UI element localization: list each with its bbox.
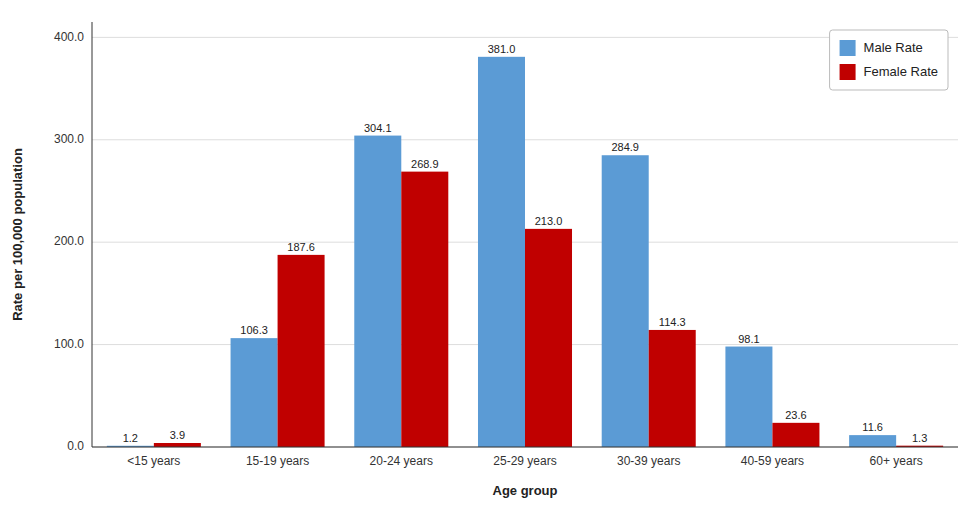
- x-tick-labels: <15 years 15-19 years 20-24 years 25-29 yea…: [127, 454, 922, 468]
- data-label: 11.6: [862, 421, 883, 433]
- x-tick-label: 20-24 years: [370, 454, 433, 468]
- x-tick-label: 40-59 years: [741, 454, 804, 468]
- legend: Male Rate Female Rate: [830, 30, 948, 90]
- x-tick-label: 60+ years: [870, 454, 923, 468]
- x-tick-label: 25-29 years: [493, 454, 556, 468]
- y-tick-label: 300.0: [54, 132, 84, 146]
- bar: [849, 435, 896, 447]
- y-tick-label: 0.0: [67, 439, 84, 453]
- grid: [92, 37, 958, 447]
- bar: [725, 347, 772, 447]
- data-label: 284.9: [611, 141, 639, 153]
- data-label: 98.1: [738, 333, 759, 345]
- y-tick-label: 100.0: [54, 337, 84, 351]
- legend-swatch: [840, 64, 856, 80]
- grid-line: [92, 447, 958, 448]
- data-labels: 1.2 106.3 304.1 381.0 284.9 98.1 11.6 3.9 187.6 2…: [123, 43, 928, 444]
- bars: [107, 57, 943, 447]
- y-tick-labels: 0.0 100.0 200.0 300.0 400.0: [54, 30, 84, 454]
- x-tick-label: <15 years: [127, 454, 180, 468]
- bar: [772, 423, 819, 447]
- bar: [649, 330, 696, 447]
- chart-svg: 0.0 100.0 200.0 300.0 400.0 1.2 106.3 304.1 381.…: [0, 0, 980, 509]
- data-label: 3.9: [170, 429, 185, 441]
- x-axis-line: [92, 447, 958, 448]
- data-label: 106.3: [240, 324, 268, 336]
- y-tick-label: 200.0: [54, 234, 84, 248]
- bar: [278, 255, 325, 447]
- data-label: 381.0: [488, 43, 516, 55]
- page: {"chart_data": {"type": "bar", "categori…: [0, 0, 980, 509]
- bar: [602, 155, 649, 447]
- legend-frame: [830, 30, 948, 90]
- x-tick-label: 30-39 years: [617, 454, 680, 468]
- x-axis-title: Age group: [493, 483, 558, 498]
- grid-line: [92, 37, 958, 38]
- data-label: 1.3: [912, 432, 927, 444]
- y-axis-title: Rate per 100,000 population: [10, 148, 25, 321]
- bar: [401, 172, 448, 447]
- data-label: 114.3: [659, 316, 686, 328]
- legend-label: Male Rate: [864, 40, 923, 55]
- bar: [354, 136, 401, 447]
- bar: [154, 443, 201, 447]
- data-label: 268.9: [411, 158, 439, 170]
- data-label: 23.6: [785, 409, 806, 421]
- legend-label: Female Rate: [864, 64, 938, 79]
- y-axis-line: [92, 22, 93, 447]
- y-tick-label: 400.0: [54, 30, 84, 44]
- bar: [478, 57, 525, 447]
- data-label: 213.0: [535, 215, 563, 227]
- data-label: 187.6: [287, 241, 315, 253]
- x-tick-label: 15-19 years: [246, 454, 309, 468]
- bar: [525, 229, 572, 447]
- data-label: 304.1: [364, 122, 392, 134]
- data-label: 1.2: [123, 432, 138, 444]
- chart-container: 0.0 100.0 200.0 300.0 400.0 1.2 106.3 304.1 381.…: [0, 0, 980, 509]
- legend-swatch: [840, 40, 856, 56]
- bar: [231, 338, 278, 447]
